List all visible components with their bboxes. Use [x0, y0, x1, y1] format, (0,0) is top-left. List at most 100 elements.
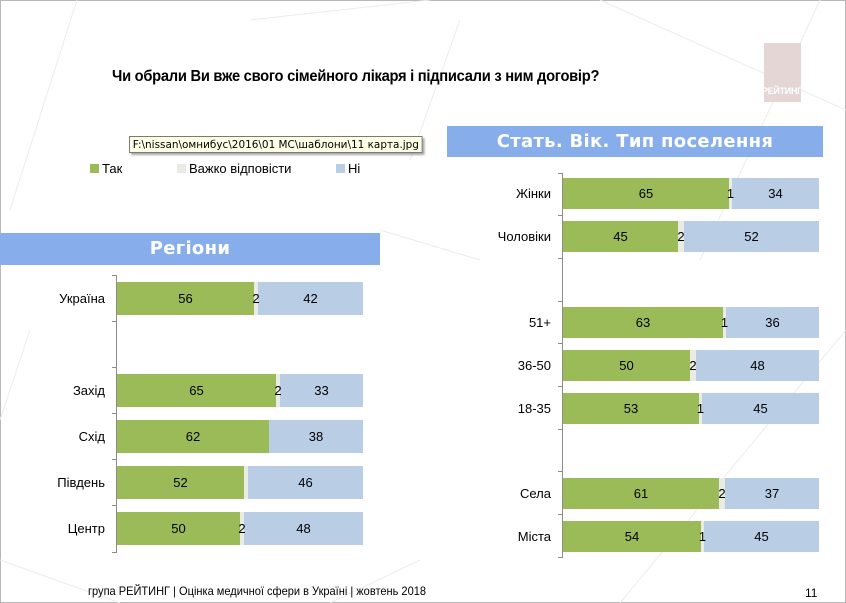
category-label: Жінки — [515, 186, 551, 201]
bar-row-men: Чоловіки 45 2 52 — [498, 221, 819, 252]
segment-no: 48 — [696, 350, 819, 381]
slide-title: Чи обрали Ви вже свого сімейного лікаря … — [112, 68, 600, 85]
value-label: 50 — [619, 358, 634, 373]
stacked-bar: 62 38 — [117, 420, 363, 453]
segment-yes: 61 — [563, 478, 719, 509]
left-chart-axis — [116, 275, 117, 553]
stacked-bar: 53 1 45 — [563, 393, 819, 424]
segment-no: 38 — [269, 420, 363, 453]
segment-yes: 62 — [117, 420, 269, 453]
category-label: 18-35 — [517, 401, 551, 416]
legend-item-no: Ні — [336, 161, 360, 177]
axis-tick — [558, 557, 562, 558]
axis-tick — [558, 386, 562, 387]
category-label: Центр — [67, 521, 105, 536]
segment-hard-to-say: 2 — [238, 512, 246, 545]
category-label: Села — [519, 486, 551, 501]
value-label: 2 — [274, 383, 282, 398]
legend-swatch-yes — [90, 164, 99, 173]
value-label: 52 — [173, 475, 188, 490]
segment-no: 52 — [684, 221, 819, 252]
value-label: 2 — [238, 521, 246, 536]
axis-tick — [112, 275, 116, 276]
legend-label-hard-to-say: Важко відповісти — [189, 161, 292, 176]
segment-no: 48 — [244, 512, 363, 545]
value-label: 54 — [624, 529, 640, 544]
logo-text: РЕЙТИНГ — [762, 86, 802, 96]
value-label: 42 — [303, 291, 318, 306]
stacked-bar: 63 1 36 — [563, 307, 819, 338]
category-label: 51+ — [528, 315, 551, 330]
legend-swatch-hard-to-say — [177, 164, 186, 173]
segment-yes: 54 — [563, 521, 701, 552]
stacked-bar: 54 1 45 — [563, 521, 819, 552]
segment-no: 46 — [248, 466, 363, 499]
stacked-bar: 56 2 42 — [117, 282, 363, 315]
value-label: 46 — [298, 475, 313, 490]
segment-no: 34 — [732, 178, 819, 209]
axis-tick — [112, 367, 116, 368]
axis-tick — [558, 215, 562, 216]
value-label: 45 — [613, 229, 628, 244]
bar-row-age-51-plus: 51+ 63 1 36 — [529, 307, 819, 338]
axis-tick — [558, 301, 562, 302]
value-label: 36 — [765, 315, 780, 330]
value-label: 2 — [689, 358, 697, 373]
segment-hard-to-say: 1 — [727, 178, 734, 209]
value-label: 48 — [296, 521, 311, 536]
segment-hard-to-say: 2 — [677, 221, 685, 252]
segment-yes: 56 — [117, 282, 254, 315]
category-label: 36-50 — [517, 358, 551, 373]
value-label: 53 — [623, 401, 639, 416]
legend-label-no: Ні — [348, 161, 361, 176]
stacked-bar: 61 2 37 — [563, 478, 819, 509]
segment-yes: 53 — [563, 393, 699, 424]
rating-logo: РЕЙТИНГ — [762, 43, 802, 102]
segment-yes: 52 — [117, 466, 244, 499]
value-label: 37 — [764, 486, 780, 501]
stacked-bar: 45 2 52 — [563, 221, 819, 252]
segment-yes: 65 — [563, 178, 729, 209]
value-label: 61 — [633, 486, 649, 501]
bar-row-women: Жінки 65 1 34 — [516, 178, 819, 209]
bar-row-south: Південь 52 46 — [57, 466, 363, 499]
axis-tick — [558, 471, 562, 472]
value-label: 48 — [750, 358, 765, 373]
axis-tick — [558, 173, 562, 174]
axis-tick — [112, 413, 116, 414]
axis-tick — [558, 514, 562, 515]
segment-hard-to-say: 2 — [252, 282, 260, 315]
bar-row-age-36-50: 36-50 50 2 48 — [518, 350, 819, 381]
category-label: Україна — [59, 291, 105, 306]
stacked-bar: 65 2 33 — [117, 374, 363, 407]
segment-hard-to-say: 1 — [699, 521, 706, 552]
bar-row-cities: Міста 54 1 45 — [518, 521, 819, 552]
value-label: 2 — [677, 229, 685, 244]
legend-item-hard-to-say: Важко відповісти — [177, 161, 291, 177]
value-label: 45 — [754, 529, 769, 544]
segment-no: 37 — [725, 478, 819, 509]
stacked-bar: 52 46 — [117, 466, 363, 499]
axis-tick — [112, 459, 116, 460]
bar-row-west: Захід 65 2 33 — [73, 374, 363, 407]
axis-tick — [112, 505, 116, 506]
bar-row-east: Схід 62 38 — [79, 420, 363, 453]
value-label: 33 — [314, 383, 329, 398]
regions-header: Регіони — [0, 233, 380, 265]
segment-no: 36 — [726, 307, 819, 338]
axis-tick — [558, 258, 562, 259]
right-chart-axis — [562, 173, 563, 558]
segment-hard-to-say: 1 — [696, 393, 705, 424]
segment-yes: 45 — [563, 221, 678, 252]
bar-row-villages: Села 61 2 37 — [520, 478, 819, 509]
page-number: 11 — [805, 586, 818, 600]
stacked-bar: 50 2 48 — [117, 512, 363, 545]
segment-no: 42 — [258, 282, 363, 315]
segment-no: 33 — [280, 374, 363, 407]
value-label: 1 — [696, 401, 705, 416]
axis-tick — [112, 321, 116, 322]
category-label: Міста — [517, 529, 551, 544]
segment-hard-to-say: 1 — [721, 307, 728, 338]
value-label: 38 — [308, 429, 324, 444]
segment-no: 45 — [702, 393, 819, 424]
